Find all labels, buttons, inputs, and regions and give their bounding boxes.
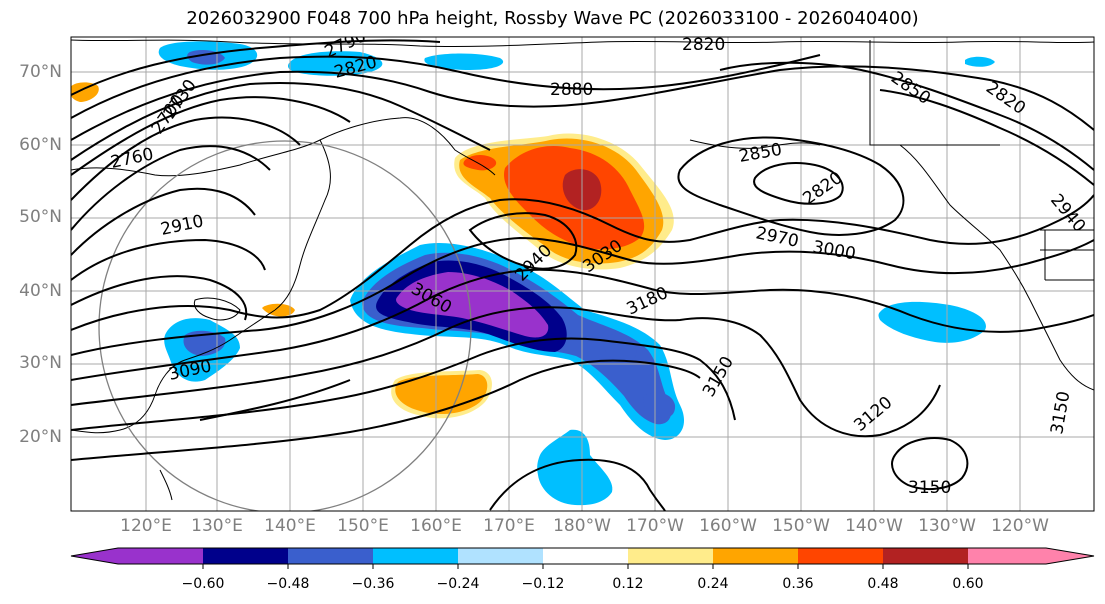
colorbar-tick-label: 0.60 — [952, 576, 984, 592]
colorbar-segment — [543, 548, 628, 564]
lon-label-140e: 140°E — [264, 516, 316, 536]
map-frame — [70, 36, 1095, 512]
coastlines — [71, 39, 1094, 501]
colorbar-extend-low — [71, 548, 118, 564]
contour-label: 2910 — [159, 211, 205, 240]
colorbar-tick-label: 0.48 — [867, 576, 899, 592]
colorbar-segment — [968, 548, 1046, 564]
colorbar-extend-high — [1046, 548, 1094, 564]
contour-label: 2850 — [737, 140, 783, 167]
colorbar-tick-label: −0.48 — [266, 576, 310, 592]
lat-label-50n: 50°N — [19, 207, 62, 227]
colorbar-tick-label: −0.24 — [436, 576, 480, 592]
height-contours — [71, 39, 1094, 511]
colorbar-segment — [883, 548, 968, 564]
positive-anomaly-red-small — [463, 155, 497, 171]
colorbar-segment — [118, 548, 203, 564]
colorbar-segment — [288, 548, 373, 564]
anomaly-shading — [71, 41, 995, 506]
colorbar-tick-label: −0.12 — [521, 576, 565, 592]
lat-label-70n: 70°N — [19, 62, 62, 82]
lon-label-160w: 160°W — [699, 516, 757, 536]
lon-label-140w: 140°W — [845, 516, 903, 536]
negative-anomaly-arctic-far-east — [965, 56, 995, 67]
lon-label-130e: 130°E — [191, 516, 243, 536]
contour-label: 3120 — [850, 393, 896, 436]
contour-label: 3150 — [1047, 390, 1074, 436]
colorbar-segment — [203, 548, 288, 564]
colorbar-outline — [70, 547, 1095, 565]
map-title: 2026032900 F048 700 hPa height, Rossby W… — [186, 8, 919, 29]
colorbar-segment — [713, 548, 798, 564]
lon-label-150e: 150°E — [337, 516, 389, 536]
map-plot-area: 2820 2790 2820 2880 2850 2820 2820 2850 … — [71, 35, 1094, 511]
lon-label-160e: 160°E — [410, 516, 462, 536]
positive-anomaly-west-edge — [71, 82, 99, 102]
lon-label-170e: 170°E — [483, 516, 535, 536]
contour-label: 2760 — [109, 144, 155, 173]
lon-label-170w: 170°W — [626, 516, 684, 536]
contour-label: 2940 — [1046, 190, 1089, 236]
colorbar-tick-marks — [202, 564, 969, 569]
lon-label-120w: 120°W — [991, 516, 1049, 536]
contour-label: 2820 — [682, 35, 725, 55]
colorbar-tick-label: −0.60 — [181, 576, 225, 592]
negative-anomaly-japan-core — [183, 330, 226, 356]
contour-label: 3150 — [908, 478, 951, 498]
colorbar-tick-label: −0.36 — [351, 576, 395, 592]
negative-anomaly-south — [537, 429, 613, 506]
contour-label: 3000 — [811, 237, 857, 264]
colorbar-tick-label: 0.12 — [612, 576, 644, 592]
graticule — [71, 37, 1094, 511]
lat-label-40n: 40°N — [19, 281, 62, 301]
contour-label: 2850 — [887, 68, 934, 109]
colorbar-segment — [628, 548, 713, 564]
reference-circle — [98, 140, 472, 511]
colorbar-segment — [798, 548, 883, 564]
colorbar-segment — [458, 548, 543, 564]
negative-anomaly-arctic-east — [424, 53, 504, 70]
colorbar-tick-label: 0.24 — [697, 576, 729, 592]
contour-label: 3150 — [699, 353, 738, 400]
negative-anomaly-core — [396, 272, 549, 338]
lat-label-20n: 20°N — [19, 427, 62, 447]
contour-label: 2880 — [550, 80, 593, 100]
negative-anomaly-southeast — [643, 392, 676, 418]
lon-label-180w: 180°W — [553, 516, 611, 536]
lon-label-130w: 130°W — [918, 516, 976, 536]
colorbar — [70, 547, 1095, 569]
colorbar-tick-label: 0.36 — [782, 576, 814, 592]
lat-label-30n: 30°N — [19, 353, 62, 373]
lat-label-60n: 60°N — [19, 135, 62, 155]
colorbar-segment — [373, 548, 458, 564]
lon-label-150w: 150°W — [772, 516, 830, 536]
lon-label-120e: 120°E — [120, 516, 172, 536]
